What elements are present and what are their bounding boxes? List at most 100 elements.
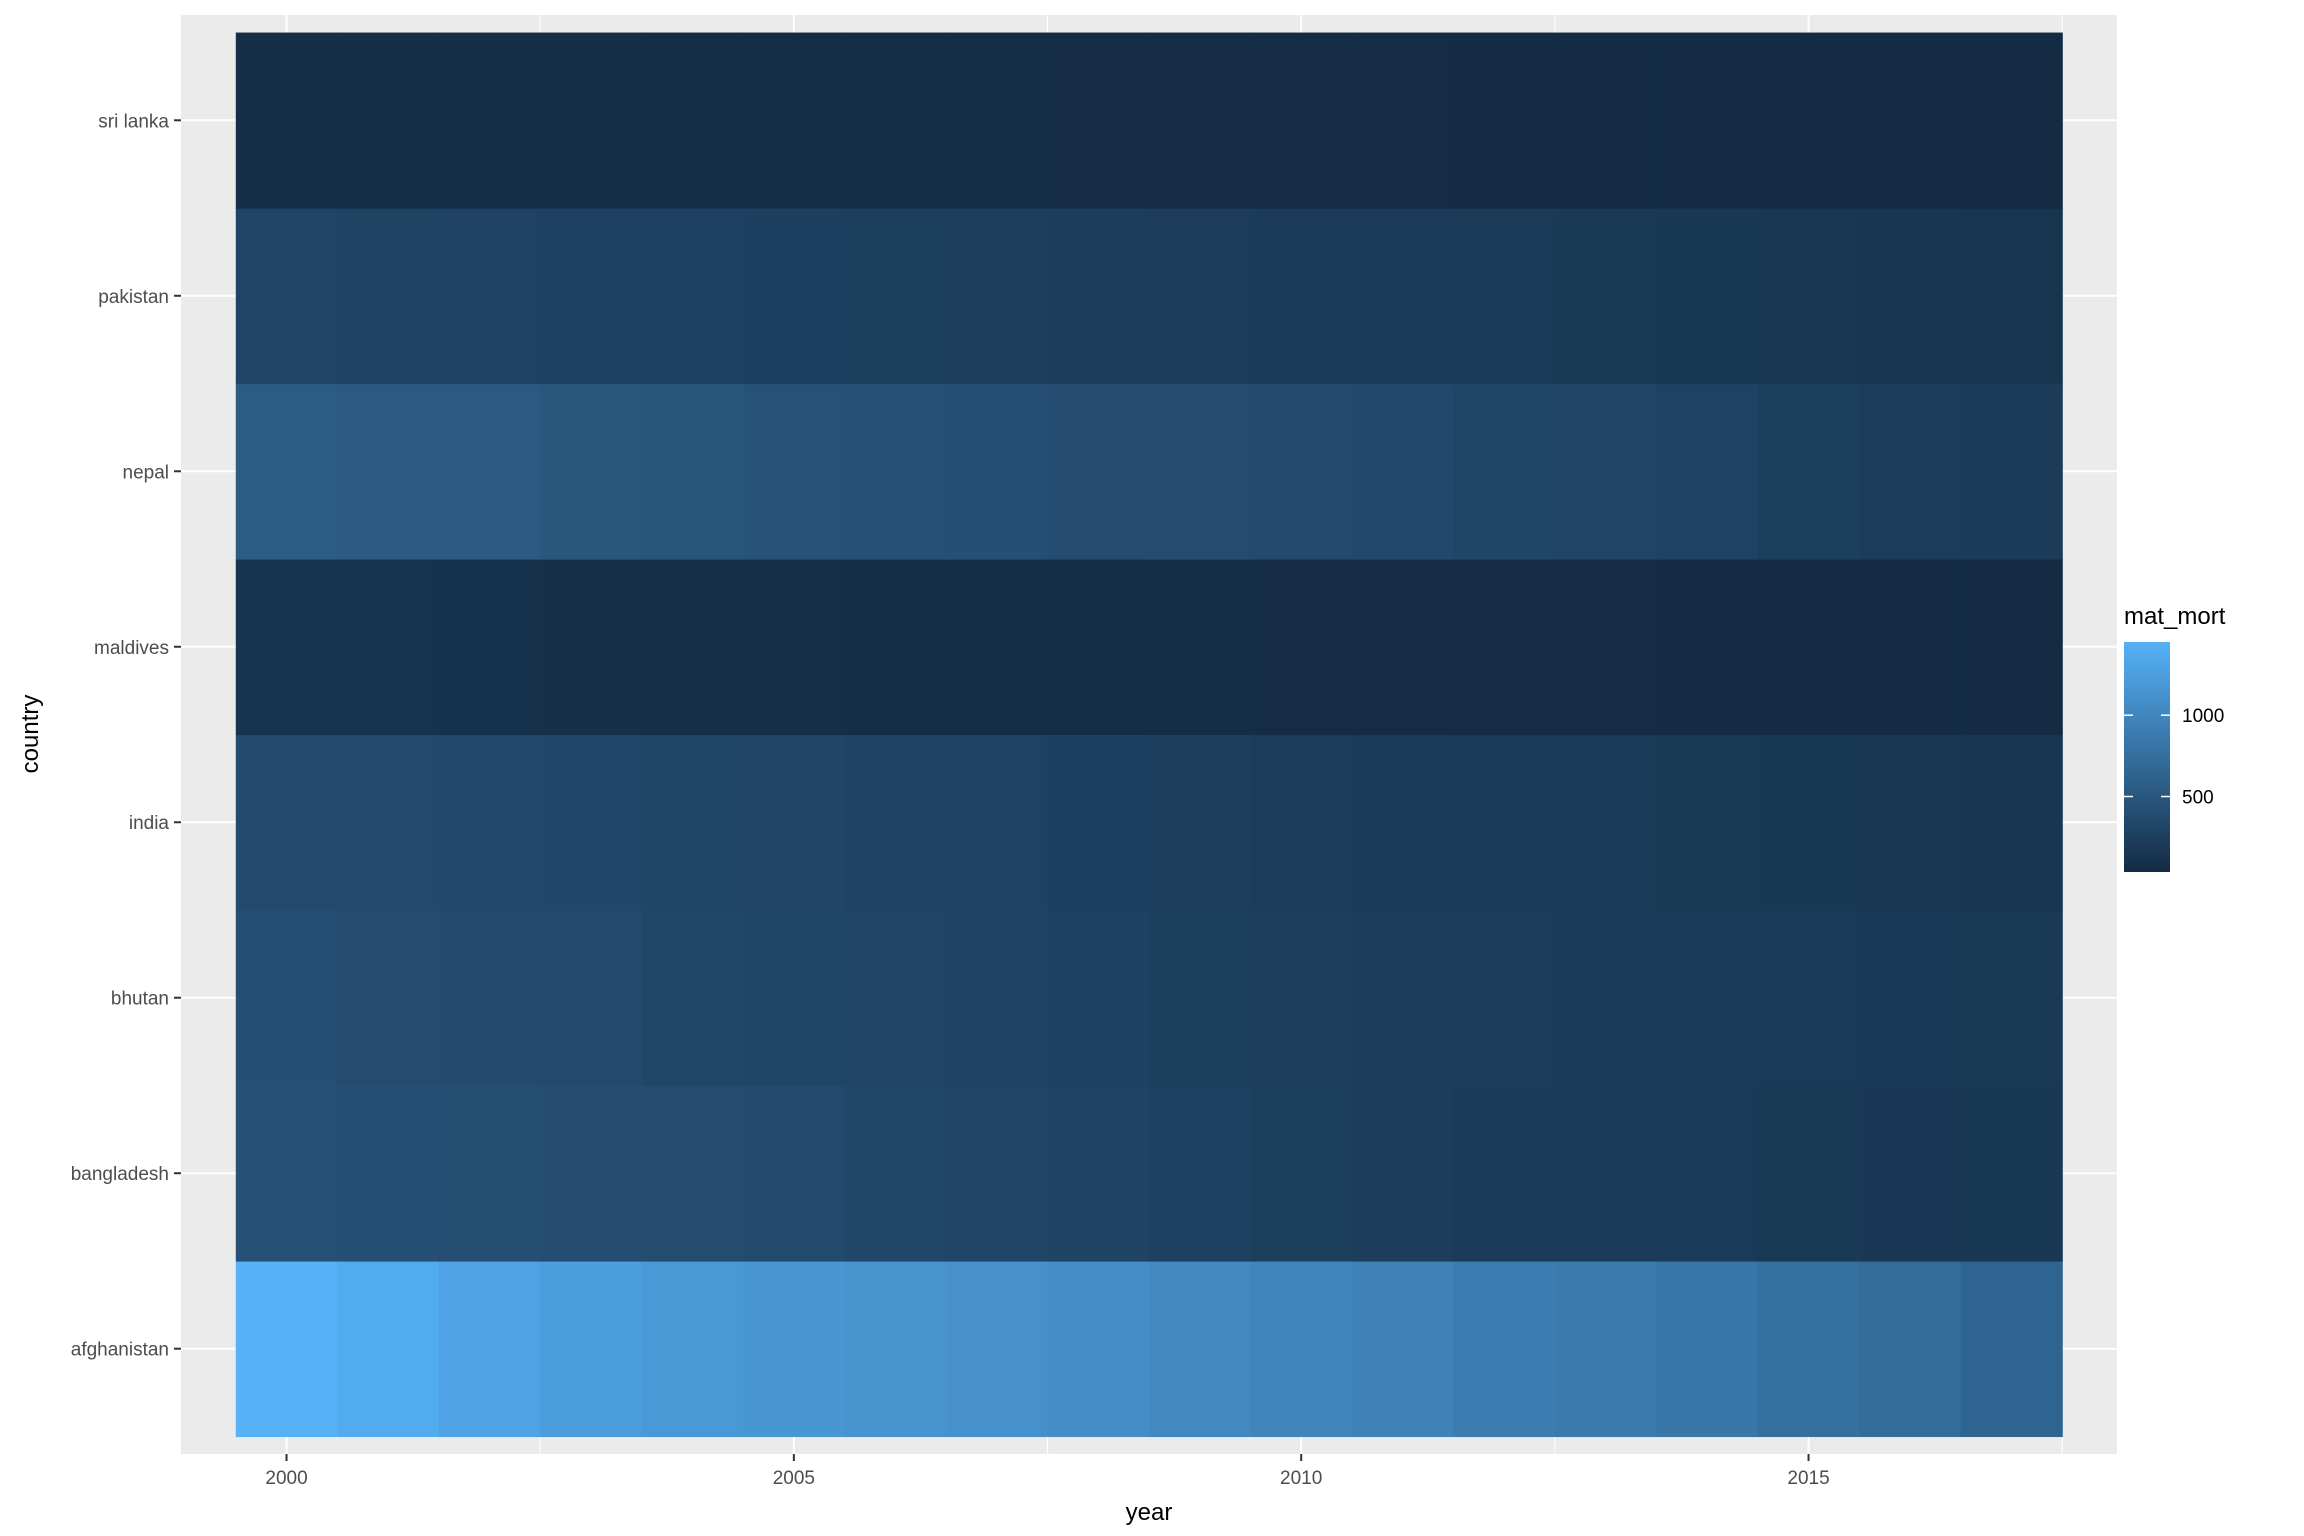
heatmap-tile xyxy=(641,1085,744,1262)
heatmap-tiles xyxy=(235,32,2063,1438)
heatmap-tile xyxy=(1656,734,1759,911)
heatmap-tile xyxy=(1351,559,1455,736)
heatmap-tile xyxy=(1149,1085,1252,1262)
heatmap-tile xyxy=(540,32,643,209)
heatmap-tile xyxy=(1859,909,1962,1087)
heatmap-tile xyxy=(641,1260,744,1438)
heatmap-tile xyxy=(844,734,947,911)
heatmap-tile xyxy=(1250,559,1353,736)
y-tick-label: bhutan xyxy=(111,989,169,1010)
heatmap-tile xyxy=(743,208,846,385)
heatmap-tile xyxy=(1554,909,1657,1087)
x-tick-label: 2015 xyxy=(1787,1468,1829,1489)
heatmap-tile xyxy=(1554,559,1657,736)
heatmap-tile xyxy=(1859,383,1962,560)
heatmap-tile xyxy=(1351,208,1455,385)
heatmap-tile xyxy=(1149,909,1252,1087)
heatmap-tile xyxy=(337,32,440,209)
heatmap-tile xyxy=(1453,734,1556,911)
heatmap-tile xyxy=(1047,383,1150,560)
heatmap-tile xyxy=(1453,383,1556,560)
heatmap-tile xyxy=(844,32,947,209)
heatmap-tile xyxy=(1757,734,1860,911)
y-tick-label: nepal xyxy=(123,462,170,483)
heatmap-tile xyxy=(1149,32,1252,209)
heatmap-tile xyxy=(1960,1260,2063,1438)
heatmap-tile xyxy=(1757,208,1860,385)
heatmap-tile xyxy=(641,559,744,736)
heatmap-tile xyxy=(1453,208,1556,385)
y-tick-label: maldives xyxy=(94,638,169,659)
heatmap-tile xyxy=(743,734,846,911)
heatmap-tile xyxy=(438,909,541,1087)
heatmap-tile xyxy=(1351,383,1455,560)
heatmap-tile xyxy=(641,383,744,560)
heatmap-tile xyxy=(1453,1260,1556,1438)
heatmap-tile xyxy=(540,383,643,560)
heatmap-tile xyxy=(946,383,1049,560)
heatmap-tile xyxy=(1960,734,2063,911)
heatmap-tile xyxy=(844,1085,947,1262)
heatmap-tile xyxy=(337,559,440,736)
heatmap-tile xyxy=(641,32,744,209)
heatmap-tile xyxy=(946,1085,1049,1262)
heatmap-tile xyxy=(1250,208,1353,385)
heatmap-tile xyxy=(1859,734,1962,911)
heatmap-tile xyxy=(1960,559,2063,736)
x-tick-label: 2000 xyxy=(265,1468,307,1489)
heatmap-tile xyxy=(540,909,643,1087)
heatmap-tile xyxy=(1757,32,1860,209)
heatmap-tile xyxy=(1047,559,1150,736)
heatmap-tile xyxy=(1149,559,1252,736)
legend-tick-label: 1000 xyxy=(2182,706,2224,727)
heatmap-tile xyxy=(743,1085,846,1262)
heatmap-tile xyxy=(1047,1260,1150,1438)
heatmap-tile xyxy=(844,559,947,736)
color-legend: mat_mort 500 1000 xyxy=(2124,603,2226,872)
heatmap-tile xyxy=(946,559,1049,736)
y-tick-label: bangladesh xyxy=(71,1164,169,1185)
heatmap-tile xyxy=(438,383,541,560)
heatmap-tile xyxy=(1351,734,1455,911)
heatmap-tile xyxy=(1960,909,2063,1087)
heatmap-tile xyxy=(641,909,744,1087)
heatmap-tile xyxy=(1554,383,1657,560)
y-axis-title: country xyxy=(17,695,44,774)
heatmap-tile xyxy=(438,208,541,385)
heatmap-tile xyxy=(1351,909,1455,1087)
heatmap-tile xyxy=(1757,1260,1860,1438)
heatmap-tile xyxy=(1859,1085,1962,1262)
heatmap-tile xyxy=(1453,1085,1556,1262)
heatmap-tile xyxy=(337,909,440,1087)
heatmap-tile xyxy=(1453,32,1556,209)
heatmap-tile xyxy=(946,909,1049,1087)
heatmap-tile xyxy=(337,383,440,560)
heatmap-tile xyxy=(337,734,440,911)
heatmap-tile xyxy=(540,559,643,736)
heatmap-tile xyxy=(235,1260,338,1438)
heatmap-tile xyxy=(337,1085,440,1262)
heatmap-tile xyxy=(1250,383,1353,560)
legend-tick-label: 500 xyxy=(2182,788,2214,809)
heatmap-tile xyxy=(844,1260,947,1438)
heatmap-tile xyxy=(235,32,338,209)
heatmap-tile xyxy=(1250,1260,1353,1438)
y-tick-label: pakistan xyxy=(98,287,169,308)
heatmap-tile xyxy=(1656,383,1759,560)
heatmap-tile xyxy=(1960,383,2063,560)
heatmap-tile xyxy=(1554,32,1657,209)
x-tick-label: 2005 xyxy=(773,1468,815,1489)
heatmap-tile xyxy=(1149,383,1252,560)
heatmap-tile xyxy=(946,208,1049,385)
heatmap-tile xyxy=(438,1260,541,1438)
heatmap-tile xyxy=(1554,1260,1657,1438)
heatmap-tile xyxy=(1859,208,1962,385)
y-tick-label: sri lanka xyxy=(98,111,169,132)
x-axis: 2000 2005 2010 2015 xyxy=(265,1454,1830,1489)
heatmap-tile xyxy=(1859,32,1962,209)
heatmap-tile xyxy=(1351,1260,1455,1438)
heatmap-tile xyxy=(1554,734,1657,911)
heatmap-tile xyxy=(1656,909,1759,1087)
heatmap-tile xyxy=(235,208,338,385)
